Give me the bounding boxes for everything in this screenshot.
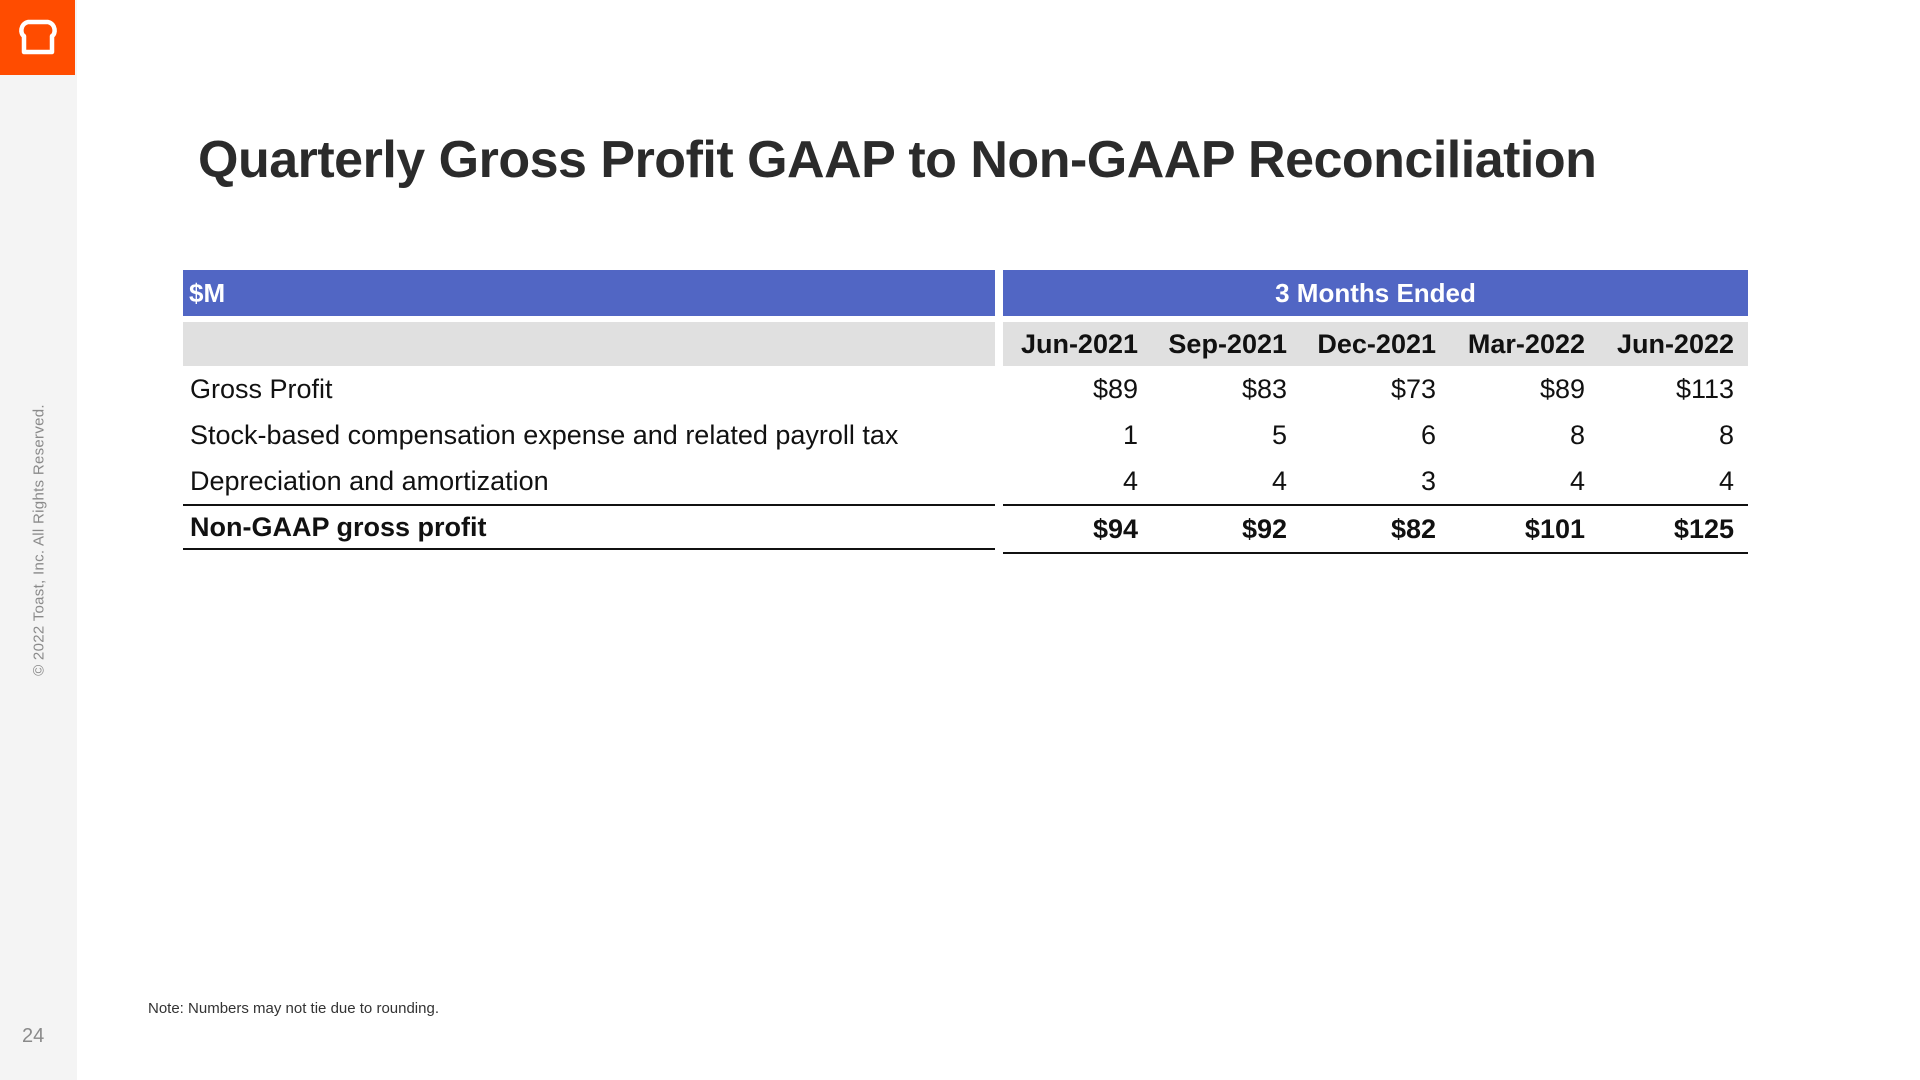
table-cell: $113: [1675, 373, 1734, 404]
total-cell: $94: [1092, 513, 1138, 544]
column-header: Dec-2021: [1317, 328, 1436, 359]
table-cell: $73: [1390, 373, 1436, 404]
table-cell: 1: [1122, 419, 1138, 450]
sidebar: © 2022 Toast, Inc. All Rights Reserved. …: [0, 0, 77, 1080]
unit-label: $M: [189, 277, 226, 308]
table-row-label: Depreciation and amortization: [190, 465, 549, 496]
page-title: Quarterly Gross Profit GAAP to Non-GAAP …: [198, 131, 1597, 189]
row-labels-panel: $M Gross Profit Stock-based compensation…: [183, 270, 995, 550]
table-cell: 3: [1420, 465, 1436, 496]
table-cell: 5: [1271, 419, 1287, 450]
column-header: Jun-2021: [1020, 328, 1138, 359]
column-header: Sep-2021: [1168, 328, 1287, 359]
table-cell: 4: [1718, 465, 1734, 496]
table-cell: 4: [1122, 465, 1138, 496]
toast-icon: [18, 19, 57, 54]
total-row: $94 $92 $82 $101 $125: [1003, 504, 1748, 554]
total-cell: $125: [1673, 513, 1734, 544]
table-row: 1 5 6 8 8: [1003, 412, 1748, 458]
unit-header: $M: [183, 270, 995, 316]
footnote: Note: Numbers may not tie due to roundin…: [148, 1000, 439, 1017]
table-cell: $89: [1539, 373, 1585, 404]
table-cell: 4: [1569, 465, 1585, 496]
column-header: Mar-2022: [1467, 328, 1585, 359]
toast-logo: [0, 0, 75, 75]
values-panel: 3 Months Ended Jun-2021 Sep-2021 Dec-202…: [1003, 270, 1748, 554]
total-cell: $101: [1524, 513, 1585, 544]
total-cell: $92: [1241, 513, 1287, 544]
total-row-label: Non-GAAP gross profit: [183, 504, 995, 550]
table-row-label: Stock-based compensation expense and rel…: [190, 419, 899, 450]
label-subheader: [183, 322, 995, 366]
table-cell: $83: [1241, 373, 1287, 404]
period-header: 3 Months Ended: [1003, 270, 1748, 316]
period-header-label: 3 Months Ended: [1275, 277, 1476, 308]
table-cell: 6: [1420, 419, 1436, 450]
page-number: 24: [22, 1025, 45, 1047]
copyright-text: © 2022 Toast, Inc. All Rights Reserved.: [30, 404, 48, 676]
table-cell: $89: [1092, 373, 1138, 404]
table-row-label: Gross Profit: [190, 373, 333, 404]
table-cell: 4: [1271, 465, 1287, 496]
column-header: Jun-2022: [1616, 328, 1734, 359]
table-cell: 8: [1718, 419, 1734, 450]
table-row: $89 $83 $73 $89 $113: [1003, 366, 1748, 412]
table-cell: 8: [1569, 419, 1585, 450]
total-cell: $82: [1390, 513, 1436, 544]
table-row: 4 4 3 4 4: [1003, 458, 1748, 504]
column-headers: Jun-2021 Sep-2021 Dec-2021 Mar-2022 Jun-…: [1003, 322, 1748, 366]
